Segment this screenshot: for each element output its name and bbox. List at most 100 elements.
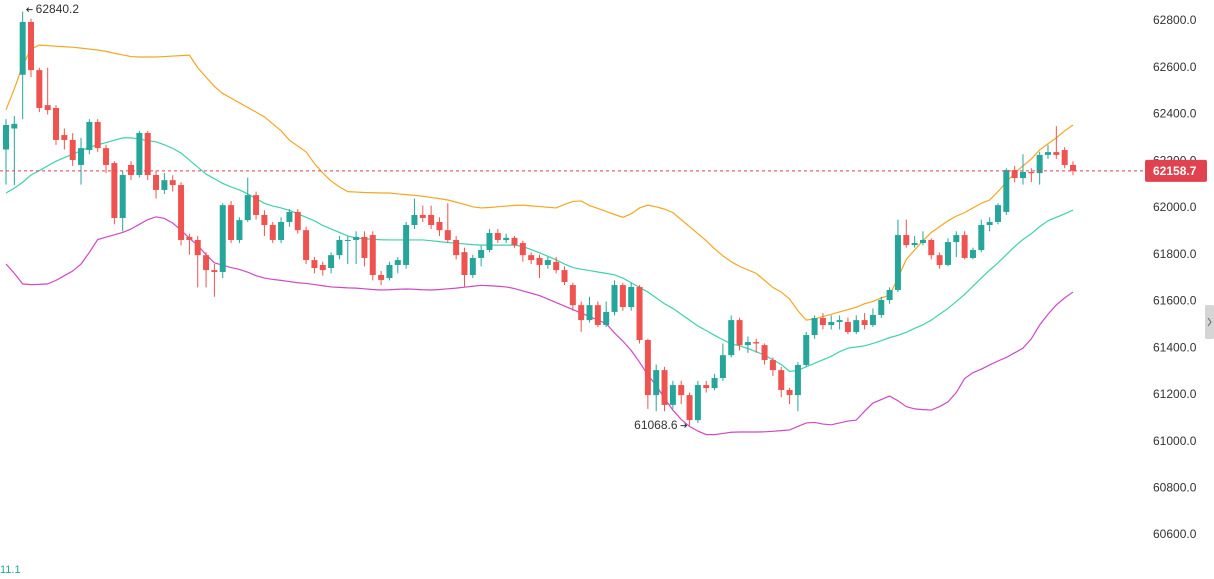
min-label: 61068.6 xyxy=(634,418,678,432)
candle-body xyxy=(636,286,643,340)
candle-body xyxy=(294,211,301,231)
max-label: 62840.2 xyxy=(36,2,80,16)
candle-body xyxy=(3,125,9,150)
band-line xyxy=(5,137,1074,373)
candle-body xyxy=(628,286,635,308)
candle-body xyxy=(386,264,393,279)
candle-body xyxy=(744,342,751,346)
last-price-tag xyxy=(1145,159,1207,182)
candle-body xyxy=(186,236,193,240)
candle-body xyxy=(128,164,135,176)
candle-body xyxy=(711,378,718,389)
candle-body xyxy=(919,239,926,244)
candle-body xyxy=(1028,171,1035,174)
candle-body xyxy=(86,121,93,151)
candle-body xyxy=(1053,152,1060,155)
candle-body xyxy=(428,214,435,226)
candle-body xyxy=(619,285,626,308)
y-tick-label: 61000.0 xyxy=(1153,434,1197,448)
candle-body xyxy=(944,242,951,265)
candle-body xyxy=(903,235,910,246)
candle-body xyxy=(119,175,126,219)
y-tick-label: 61800.0 xyxy=(1153,247,1197,261)
candle-body xyxy=(103,148,110,165)
handle-arrow xyxy=(1207,317,1212,327)
candle-body xyxy=(111,163,118,219)
panel-handle[interactable] xyxy=(1205,305,1214,339)
y-tick-label: 62000.0 xyxy=(1153,200,1197,214)
candle-body xyxy=(936,255,943,265)
candle-body xyxy=(1036,154,1043,174)
candle-body xyxy=(303,230,310,261)
candle-body xyxy=(611,285,618,312)
candle-body xyxy=(603,311,610,326)
candle-body xyxy=(461,252,468,276)
candle-body xyxy=(278,221,285,240)
candle-body xyxy=(53,107,60,140)
y-tick-label: 60600.0 xyxy=(1153,527,1197,541)
candle-body xyxy=(244,195,251,221)
candle-body xyxy=(178,185,185,240)
candle-body xyxy=(1019,171,1026,179)
candle-body xyxy=(1061,150,1068,165)
candle-body xyxy=(228,205,235,240)
candle-body xyxy=(669,385,676,405)
candle-body xyxy=(494,232,501,240)
candle-body xyxy=(686,395,693,421)
candle-body xyxy=(44,105,51,111)
candle-body xyxy=(219,205,226,272)
candle-body xyxy=(811,318,818,336)
candle-body xyxy=(1011,170,1018,179)
candle-body xyxy=(469,257,476,276)
y-tick-label: 62800.0 xyxy=(1153,13,1197,27)
candle-body xyxy=(344,239,351,241)
candle-body xyxy=(194,239,201,256)
candle-body xyxy=(569,285,576,306)
candle-body xyxy=(19,21,26,75)
candle-body xyxy=(394,260,401,265)
candle-body xyxy=(503,237,510,240)
y-tick-label: 61600.0 xyxy=(1153,294,1197,308)
candle-body xyxy=(753,342,760,344)
candle-body xyxy=(719,355,726,379)
candle-body xyxy=(1003,170,1010,212)
candle-body xyxy=(986,221,993,226)
candle-body xyxy=(169,180,176,186)
candle-body xyxy=(853,320,860,333)
candle-body xyxy=(528,255,535,261)
candle-body xyxy=(861,320,868,326)
candle-body xyxy=(403,225,410,265)
candle-body xyxy=(486,232,493,251)
candle-body xyxy=(836,320,843,322)
candle-body xyxy=(586,305,593,321)
candle-body xyxy=(969,250,976,258)
candle-body xyxy=(161,180,168,190)
min-arrow xyxy=(680,423,688,428)
candle-body xyxy=(594,305,601,326)
candle-body xyxy=(819,318,826,326)
candle-body xyxy=(786,389,793,396)
candle-body xyxy=(453,239,460,256)
candle-body xyxy=(794,364,801,396)
candle-body xyxy=(694,385,701,421)
candle-body xyxy=(11,123,18,129)
candle-body xyxy=(994,205,1001,222)
candle-body xyxy=(353,236,360,240)
candle-body xyxy=(761,345,768,361)
candle-body xyxy=(653,370,660,396)
candle-body xyxy=(661,370,668,405)
candle-body xyxy=(361,236,368,258)
candle-body xyxy=(236,220,243,240)
candle-body xyxy=(319,264,326,271)
candle-body xyxy=(269,225,276,240)
candle-body xyxy=(561,270,568,283)
y-tick-label: 62400.0 xyxy=(1153,107,1197,121)
candle-body xyxy=(519,243,526,256)
band-line xyxy=(5,216,1074,436)
candle-body xyxy=(78,148,85,165)
candle-body xyxy=(911,243,918,246)
candle-body xyxy=(844,321,851,333)
candle-body xyxy=(136,132,143,176)
